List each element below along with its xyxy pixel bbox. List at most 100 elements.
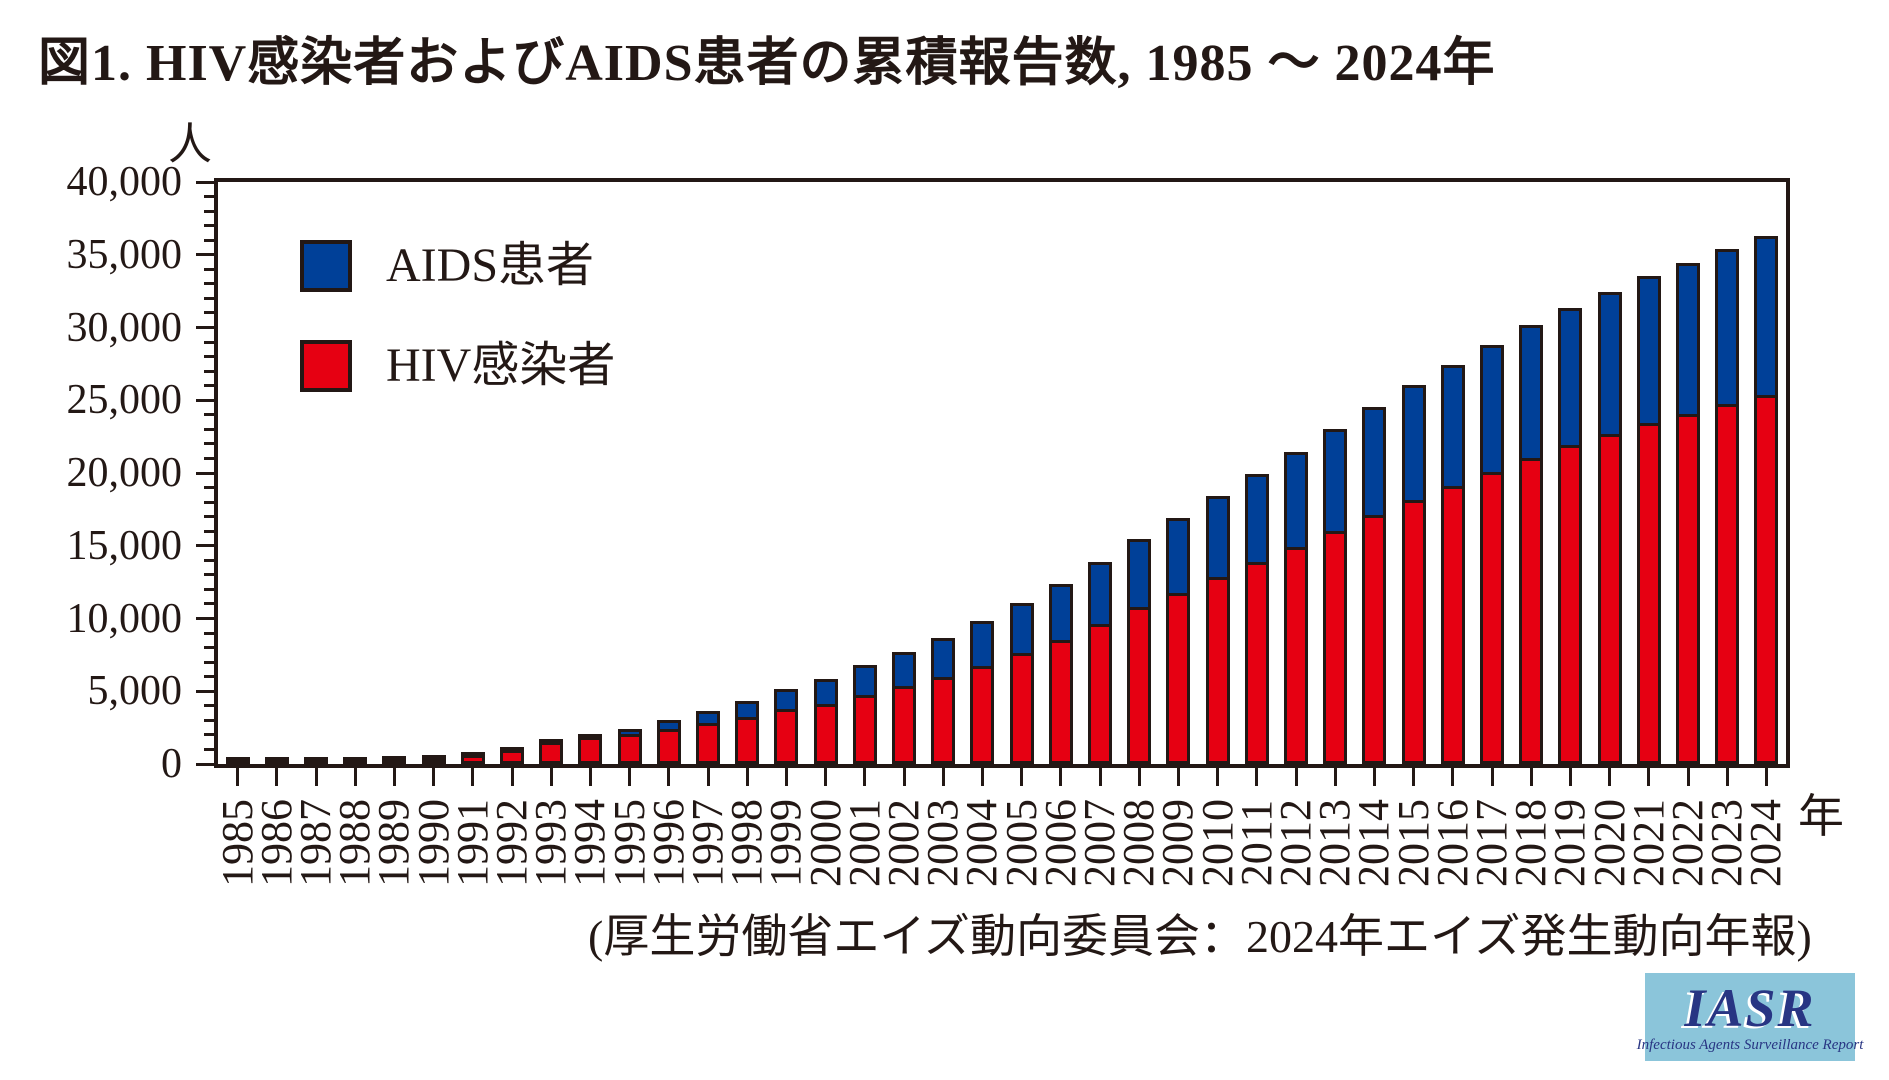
bar-1996-aids-segment xyxy=(656,720,681,732)
y-minor-tick-36000 xyxy=(204,238,214,242)
bar-1993 xyxy=(539,739,564,764)
y-minor-tick-16000 xyxy=(204,529,214,533)
x-tick-2012 xyxy=(1294,768,1298,786)
y-minor-tick-28000 xyxy=(204,355,214,359)
bar-1996-hiv-segment xyxy=(656,732,681,764)
x-tick-2003 xyxy=(941,768,945,786)
bar-2014-hiv-segment xyxy=(1362,518,1387,764)
bar-2012 xyxy=(1284,452,1308,764)
bar-2018 xyxy=(1519,325,1544,764)
bar-2006-hiv-segment xyxy=(1048,643,1073,764)
y-minor-tick-7000 xyxy=(204,660,214,664)
bar-1990-aids-segment xyxy=(421,755,446,761)
iasr-logo-subtitle: Infectious Agents Surveillance Report xyxy=(1636,1037,1864,1053)
x-tick-2016 xyxy=(1451,768,1455,786)
bar-1989-hiv-segment xyxy=(382,761,407,764)
y-tick-label-35000: 35,000 xyxy=(66,231,183,278)
y-minor-tick-21000 xyxy=(204,456,214,460)
bar-2005 xyxy=(1009,603,1034,764)
bar-1999 xyxy=(774,689,799,764)
y-major-tick-10000 xyxy=(196,617,214,620)
bar-2016 xyxy=(1440,365,1465,764)
bar-2019-aids-segment xyxy=(1558,308,1583,448)
x-tick-2009 xyxy=(1176,768,1180,786)
x-tick-2004 xyxy=(980,768,984,786)
x-tick-1991 xyxy=(471,768,475,786)
bar-1991-aids-segment xyxy=(460,752,485,758)
x-tick-2019 xyxy=(1568,768,1572,786)
bar-2011-hiv-segment xyxy=(1244,565,1269,764)
bar-2014 xyxy=(1362,407,1387,764)
bar-2016-aids-segment xyxy=(1440,365,1465,489)
bar-2022-aids-segment xyxy=(1676,263,1700,417)
bar-2023-hiv-segment xyxy=(1715,407,1740,764)
bar-2024-aids-segment xyxy=(1754,236,1779,398)
bar-1998-hiv-segment xyxy=(735,720,760,764)
x-tick-2006 xyxy=(1059,768,1063,786)
bar-1992-hiv-segment xyxy=(500,753,524,764)
y-minor-tick-18000 xyxy=(204,500,214,504)
bar-1991 xyxy=(460,752,485,764)
x-tick-2011 xyxy=(1255,768,1259,786)
bar-1988 xyxy=(343,757,368,764)
y-tick-label-15000: 15,000 xyxy=(66,522,183,569)
bar-2015 xyxy=(1401,385,1426,764)
y-tick-label-5000: 5,000 xyxy=(87,668,183,715)
bar-2007-aids-segment xyxy=(1088,562,1112,627)
y-minor-tick-23000 xyxy=(204,427,214,431)
x-axis-unit-label: 年 xyxy=(1798,791,1844,842)
x-tick-2002 xyxy=(902,768,906,786)
y-minor-tick-32000 xyxy=(204,296,214,300)
bar-1985 xyxy=(225,757,250,764)
bar-2001-aids-segment xyxy=(852,665,877,698)
bar-1996 xyxy=(656,720,681,764)
legend-swatch-aids xyxy=(300,240,352,292)
bar-2012-hiv-segment xyxy=(1284,550,1308,764)
x-tick-2024 xyxy=(1764,768,1768,786)
bar-1988-aids-segment xyxy=(343,757,368,763)
bar-2020 xyxy=(1597,292,1622,764)
y-minor-tick-14000 xyxy=(204,558,214,562)
bar-2011-aids-segment xyxy=(1244,474,1269,565)
bar-2003 xyxy=(931,638,956,764)
bar-1994 xyxy=(578,734,603,764)
x-tick-1995 xyxy=(628,768,632,786)
bar-2008 xyxy=(1127,539,1152,764)
x-tick-2005 xyxy=(1020,768,1024,786)
bar-2001-hiv-segment xyxy=(852,698,877,764)
bar-2009-aids-segment xyxy=(1166,518,1191,596)
bar-2003-aids-segment xyxy=(931,638,956,680)
bar-2022-hiv-segment xyxy=(1676,417,1700,764)
y-minor-tick-9000 xyxy=(204,631,214,635)
x-tick-2000 xyxy=(824,768,828,786)
bar-2009 xyxy=(1166,518,1191,764)
bar-2019-hiv-segment xyxy=(1558,448,1583,764)
bar-1998 xyxy=(735,701,760,764)
bar-2008-aids-segment xyxy=(1127,539,1152,610)
bar-2017 xyxy=(1480,345,1504,764)
bar-1997-aids-segment xyxy=(696,711,720,726)
bar-2010-hiv-segment xyxy=(1205,580,1230,764)
y-minor-tick-29000 xyxy=(204,340,214,344)
bar-2013-aids-segment xyxy=(1323,429,1348,534)
x-tick-1996 xyxy=(667,768,671,786)
y-minor-tick-1000 xyxy=(204,747,214,751)
bar-1997-hiv-segment xyxy=(696,726,720,764)
x-tick-1997 xyxy=(706,768,710,786)
x-tick-2017 xyxy=(1490,768,1494,786)
bar-1993-hiv-segment xyxy=(539,745,564,764)
y-minor-tick-17000 xyxy=(204,515,214,519)
y-major-tick-20000 xyxy=(196,471,214,475)
bar-2002-aids-segment xyxy=(892,652,916,689)
bar-1995-hiv-segment xyxy=(617,737,642,764)
bar-2004-hiv-segment xyxy=(970,669,995,764)
x-tick-1988 xyxy=(353,768,357,786)
bar-2006-aids-segment xyxy=(1048,584,1073,643)
y-minor-tick-13000 xyxy=(204,573,214,577)
bar-2002-hiv-segment xyxy=(892,689,916,764)
bar-2013-hiv-segment xyxy=(1323,534,1348,764)
bar-2017-aids-segment xyxy=(1480,345,1504,475)
bar-2000 xyxy=(813,679,838,764)
bar-1986-aids-segment xyxy=(264,757,289,763)
x-tick-2013 xyxy=(1333,768,1337,786)
